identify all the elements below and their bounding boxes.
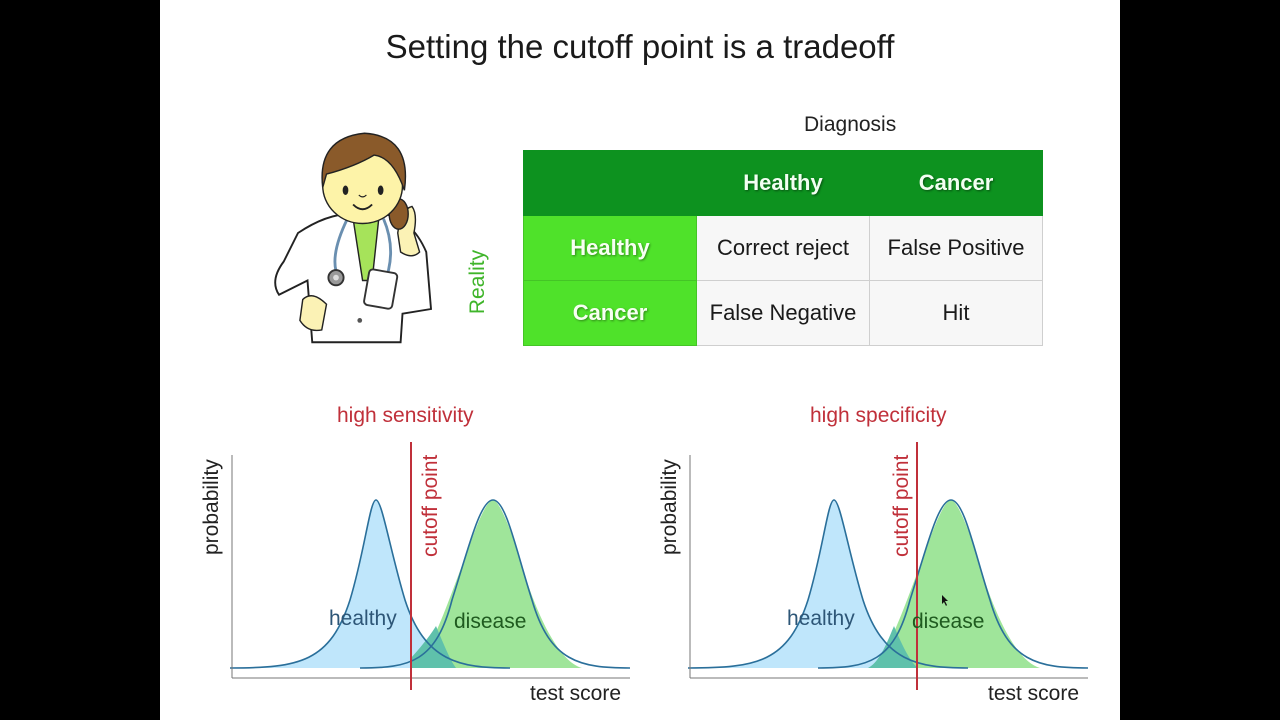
chart-title: high specificity	[810, 404, 947, 427]
y-axis-label: probability	[658, 459, 681, 555]
healthy-label: healthy	[787, 607, 855, 630]
x-axis-label: test score	[530, 682, 622, 705]
diagnosis-label: Diagnosis	[804, 113, 897, 136]
matrix-corner-cell	[523, 150, 697, 216]
column-header-cancer: Cancer	[869, 150, 1043, 216]
row-header-cancer: Cancer	[523, 280, 697, 346]
cell-hit: Hit	[869, 280, 1043, 346]
doctor-illustration-icon	[274, 132, 433, 344]
cell-false-negative: False Negative	[696, 280, 870, 346]
disease-label: disease	[454, 610, 527, 633]
matrix-row: Healthy Correct reject False Positive	[523, 215, 1043, 281]
row-header-healthy: Healthy	[523, 215, 697, 281]
matrix-header-row: Healthy Cancer	[523, 150, 1043, 216]
healthy-label: healthy	[329, 607, 397, 630]
column-header-healthy: Healthy	[696, 150, 870, 216]
slide: Setting the cutoff point is a tradeoff D…	[160, 0, 1120, 720]
chart-high-specificity: high specificity probability test score …	[648, 400, 1108, 710]
chart-title: high sensitivity	[337, 404, 474, 427]
confusion-matrix: Healthy Cancer Healthy Correct reject Fa…	[523, 150, 1043, 346]
cutoff-point-label: cutoff point	[890, 454, 913, 557]
cell-correct-reject: Correct reject	[696, 215, 870, 281]
x-axis-label: test score	[988, 682, 1080, 705]
matrix-row: Cancer False Negative Hit	[523, 280, 1043, 346]
y-axis-label: probability	[200, 459, 223, 555]
slide-title: Setting the cutoff point is a tradeoff	[385, 28, 895, 65]
cutoff-point-label: cutoff point	[419, 454, 442, 557]
disease-label: disease	[912, 610, 985, 633]
chart-high-sensitivity: high sensitivity probability test score …	[190, 400, 650, 710]
reality-label: Reality	[466, 249, 489, 315]
cell-false-positive: False Positive	[869, 215, 1043, 281]
